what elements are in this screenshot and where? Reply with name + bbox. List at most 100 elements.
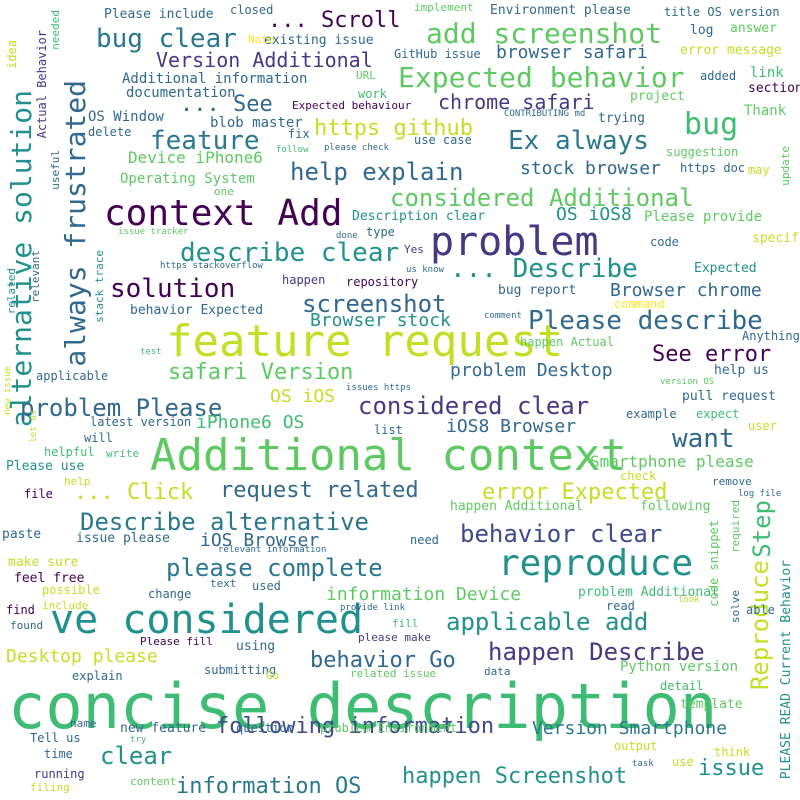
word: please complete [166, 554, 383, 582]
word: iPhone6 OS [196, 412, 305, 433]
word: Note [248, 33, 275, 46]
word: change [148, 587, 192, 601]
word: write [106, 447, 140, 460]
word: section [748, 81, 800, 96]
word: idea [5, 40, 19, 69]
word: OS iOS8 [556, 204, 632, 225]
word: test [140, 347, 162, 357]
word: find [6, 603, 35, 617]
word: able [746, 603, 775, 617]
word: detail [660, 679, 704, 693]
word: title OS version [664, 5, 780, 19]
word: help explain [290, 158, 464, 186]
word: us know [406, 265, 444, 275]
word: happen Additional [450, 499, 584, 514]
word: Expected [694, 261, 757, 276]
word: considered clear [358, 392, 590, 420]
word: screenshot [302, 290, 447, 318]
word: added [700, 69, 737, 83]
word: used [252, 579, 281, 593]
word: think [714, 745, 751, 759]
word: template [680, 697, 743, 712]
word: applicable [36, 369, 109, 383]
word: need [410, 533, 439, 547]
word: comment [484, 311, 522, 321]
word: work [358, 87, 387, 101]
word: ve considered [50, 597, 364, 643]
word: include [42, 599, 89, 612]
word: Browser chrome [610, 280, 762, 301]
word: please check [324, 143, 390, 153]
word: data [484, 665, 511, 678]
word: fix [288, 127, 310, 141]
word: required [729, 500, 742, 553]
word: answer [730, 21, 777, 36]
word: chrome safari [438, 90, 595, 114]
word: suggestion [666, 145, 739, 159]
word: running [34, 767, 85, 781]
word: related [5, 268, 18, 315]
word: issue tracker [118, 227, 189, 237]
word: Version Smartphone [532, 718, 728, 739]
word: problem Environment [320, 721, 458, 735]
word: submitting [204, 663, 277, 677]
word: problem Additional [578, 585, 719, 600]
word: repository [346, 275, 419, 289]
word: Additional information [122, 71, 308, 87]
word: example [626, 407, 677, 421]
word: solution [110, 274, 236, 304]
word: Yes [404, 243, 424, 256]
word: Describe alternative [80, 508, 369, 536]
word: https stackoverflow [160, 261, 263, 271]
word: feature request [166, 316, 564, 367]
word: code snippet [707, 520, 721, 607]
word: error message [680, 43, 782, 58]
word: fill [392, 617, 419, 630]
word: ... Click [74, 480, 194, 505]
word: question [236, 721, 294, 735]
word: See error [652, 342, 772, 367]
word: try [130, 735, 147, 745]
word: Please fill [140, 635, 213, 648]
word: context Add [104, 193, 343, 234]
word: information Device [326, 584, 522, 605]
word: specific [752, 231, 800, 246]
word: bug report [498, 283, 577, 298]
word: iOS8 Browser [446, 416, 577, 437]
word: Please use [6, 459, 85, 474]
word: safari Version [168, 360, 354, 385]
word: output [614, 739, 658, 753]
word: Actual Behavior [35, 30, 49, 139]
word: explain [72, 669, 123, 683]
word: possible [42, 583, 100, 597]
word: make sure [8, 555, 79, 570]
word: delete [88, 125, 132, 139]
word: file [24, 487, 53, 501]
word: name [70, 717, 97, 730]
word: Desktop please [6, 646, 158, 667]
word: URL [356, 69, 376, 82]
word: Device iPhone6 [128, 148, 263, 167]
word: will [84, 431, 113, 445]
word: closed [230, 3, 274, 17]
word: ... Describe [450, 254, 638, 284]
word: iOS Browser [200, 530, 320, 551]
word: Additional context [150, 430, 627, 481]
word: relevant [29, 250, 42, 303]
word: let us [29, 410, 39, 443]
word: https doc [680, 161, 746, 175]
word: OS Window [88, 109, 164, 125]
word: reproduce [498, 543, 694, 584]
word: new feature [120, 721, 207, 736]
word: please make [358, 631, 431, 644]
word: request related [220, 478, 419, 503]
word: using [236, 639, 276, 654]
word: Version Additional [156, 48, 373, 72]
word: solve [729, 590, 742, 624]
word: add screenshot [426, 17, 663, 50]
word: check [620, 469, 657, 483]
word: stack trace [93, 250, 106, 323]
word: Python version [620, 659, 739, 675]
word: clear [100, 742, 173, 770]
word: update [779, 146, 792, 186]
